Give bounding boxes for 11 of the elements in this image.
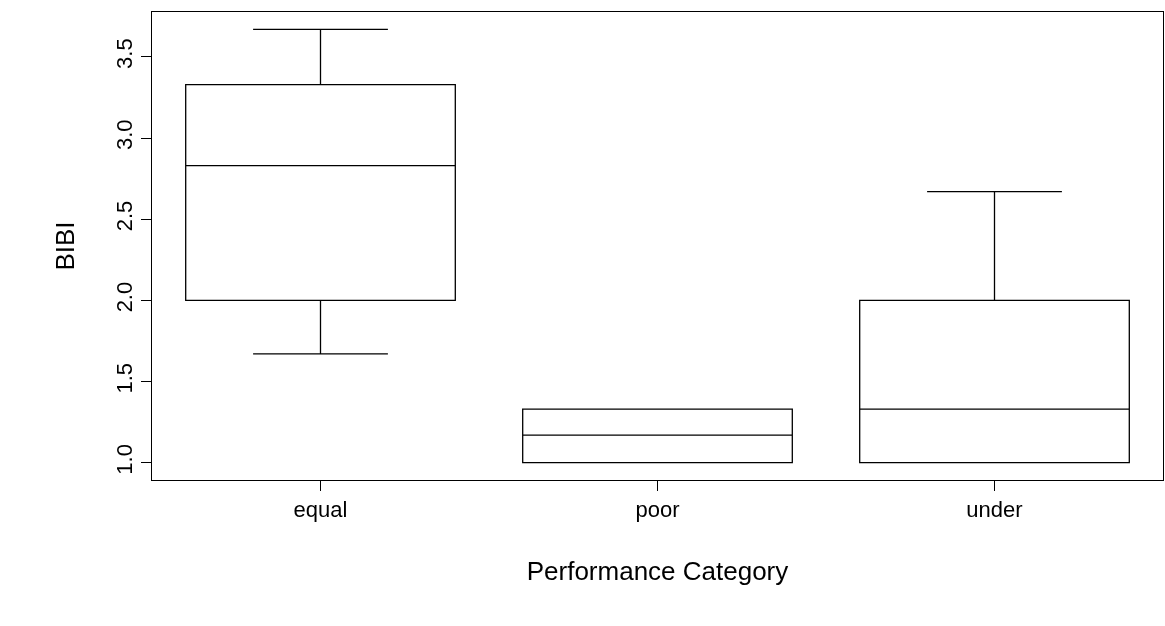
y-tick-label: 3.0 <box>112 119 138 151</box>
x-tick-label: equal <box>293 497 348 523</box>
y-axis-title: BIBI <box>49 221 80 271</box>
y-tick-label: 2.5 <box>112 200 138 232</box>
y-tick-label: 3.5 <box>112 38 138 69</box>
y-tick-label: 2.0 <box>112 281 138 313</box>
x-tick-label: under <box>966 497 1023 523</box>
y-tick-label: 1.5 <box>112 362 138 394</box>
x-tick-label: poor <box>635 497 680 523</box>
y-tick-label: 1.0 <box>112 444 138 475</box>
x-axis-title: Performance Category <box>526 556 789 587</box>
